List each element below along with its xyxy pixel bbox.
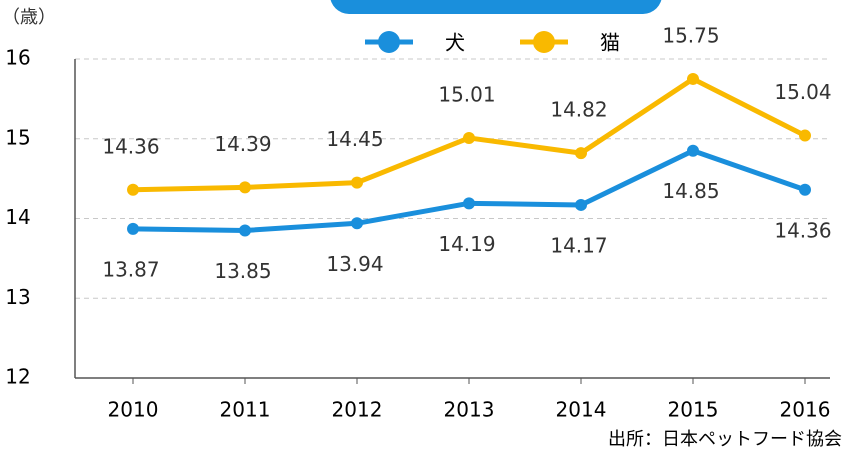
point [239, 224, 251, 237]
point [463, 131, 475, 144]
point [687, 144, 699, 157]
data-label: 14.19 [438, 232, 495, 256]
point [799, 129, 811, 142]
point [575, 147, 587, 160]
data-label: 15.04 [774, 80, 831, 104]
legend-label: 猫 [600, 31, 620, 55]
point [799, 183, 811, 196]
data-label: 14.39 [214, 132, 271, 156]
data-label: 14.85 [662, 179, 719, 203]
data-label: 14.17 [550, 233, 607, 257]
legend-marker [533, 31, 555, 53]
data-label: 13.85 [214, 259, 271, 283]
point [239, 181, 251, 194]
data-label: 14.36 [102, 134, 159, 158]
x-tick-label: 2012 [332, 398, 383, 422]
x-tick-label: 2016 [780, 398, 831, 422]
data-label: 14.82 [550, 98, 607, 122]
y-tick-label: 13 [5, 285, 30, 309]
source-note: 出所：日本ペットフード協会 [608, 429, 842, 450]
point [127, 222, 139, 235]
y-tick-label: 15 [5, 125, 30, 149]
data-label: 13.94 [326, 252, 383, 276]
header-pill [330, 0, 662, 14]
data-label: 14.36 [774, 218, 831, 242]
point [575, 198, 587, 211]
x-tick-label: 2010 [108, 398, 159, 422]
data-label: 15.75 [662, 23, 719, 47]
legend-label: 犬 [445, 31, 465, 55]
y-tick-label: 12 [5, 365, 30, 389]
point [463, 197, 475, 210]
y-tick-label: 16 [5, 46, 30, 70]
point [351, 176, 363, 189]
x-tick-label: 2014 [556, 398, 607, 422]
x-tick-label: 2013 [444, 398, 495, 422]
point [351, 217, 363, 230]
legend-marker [378, 31, 400, 53]
x-tick-label: 2011 [220, 398, 271, 422]
unit-label: （歳） [2, 7, 56, 28]
data-label: 14.45 [326, 127, 383, 151]
x-tick-label: 2015 [668, 398, 719, 422]
point [127, 183, 139, 196]
y-tick-label: 14 [5, 205, 30, 229]
data-label: 13.87 [102, 257, 159, 281]
point [687, 72, 699, 85]
data-label: 15.01 [438, 82, 495, 106]
